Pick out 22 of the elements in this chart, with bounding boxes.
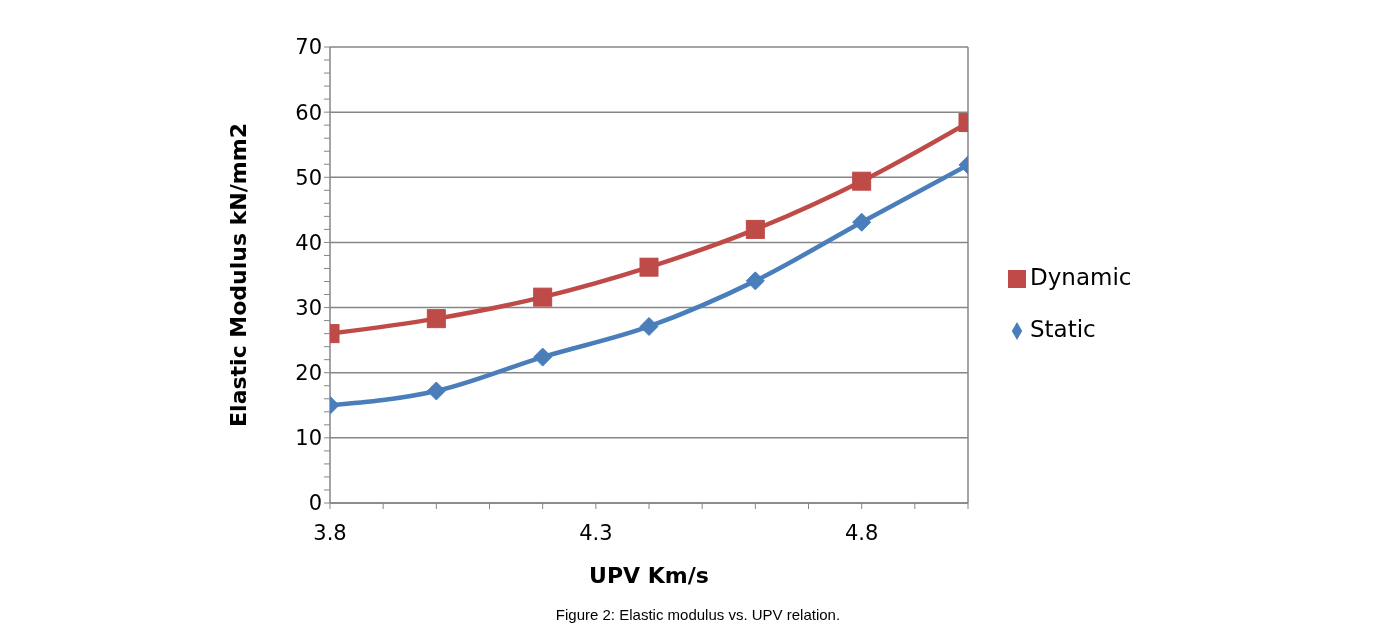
point bbox=[533, 287, 553, 307]
point bbox=[639, 257, 659, 277]
point bbox=[745, 271, 765, 291]
y-tick-label: 70 bbox=[295, 35, 322, 60]
y-tick-label: 20 bbox=[295, 361, 322, 386]
legend-label: Static bbox=[1030, 316, 1096, 342]
y-tick-label: 0 bbox=[308, 491, 322, 516]
legend-label: Dynamic bbox=[1030, 264, 1132, 290]
point bbox=[533, 347, 553, 367]
y-tick-label: 10 bbox=[295, 426, 322, 451]
x-tick-label: 3.8 bbox=[313, 520, 347, 545]
x-tick-label: 4.3 bbox=[579, 520, 613, 545]
text: Figure 2: Elastic modulus vs. UPV relation. bbox=[554, 606, 842, 623]
y-axis-title: Elastic Modulus kN/mm2 bbox=[225, 123, 251, 427]
y-tick-label: 50 bbox=[295, 165, 322, 190]
point bbox=[639, 316, 659, 336]
y-tick-label: 40 bbox=[295, 230, 322, 255]
x-axis-title: UPV Km/s bbox=[589, 563, 709, 588]
point bbox=[745, 219, 765, 239]
y-tick-label: 60 bbox=[295, 100, 322, 125]
y-tick-label: 30 bbox=[295, 296, 322, 321]
x-tick-label: 4.8 bbox=[844, 520, 879, 545]
